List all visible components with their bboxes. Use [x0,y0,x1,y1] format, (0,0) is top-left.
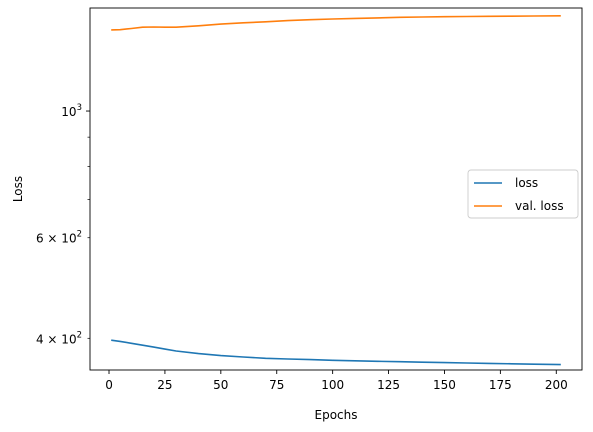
series-line-val-loss [111,15,561,31]
y-axis-label: Loss [11,176,25,202]
legend-label-val-loss: val. loss [515,199,564,213]
y-tick-label: 4 × 102 [36,330,82,346]
x-tick-label: 50 [213,378,228,392]
x-tick-label: 175 [489,378,512,392]
x-tick-label: 100 [321,378,344,392]
series-layer [111,15,561,366]
plot-frame [89,7,583,371]
x-tick-label: 25 [157,378,172,392]
legend-label-loss: loss [515,176,538,190]
x-tick-label: 0 [105,378,113,392]
x-axis: 0 25 50 75 100 125 150 175 200 [105,370,568,392]
legend: loss val. loss [467,169,579,219]
x-tick-label: 125 [377,378,400,392]
y-tick-label: 103 [61,103,82,119]
series-line-loss [111,339,561,366]
y-tick-label: 6 × 102 [36,230,82,246]
y-axis: 103 4 × 102 6 × 102 [36,103,90,346]
x-tick-label: 150 [433,378,456,392]
x-tick-label: 200 [545,378,568,392]
x-axis-label: Epochs [315,408,358,422]
x-tick-label: 75 [269,378,284,392]
